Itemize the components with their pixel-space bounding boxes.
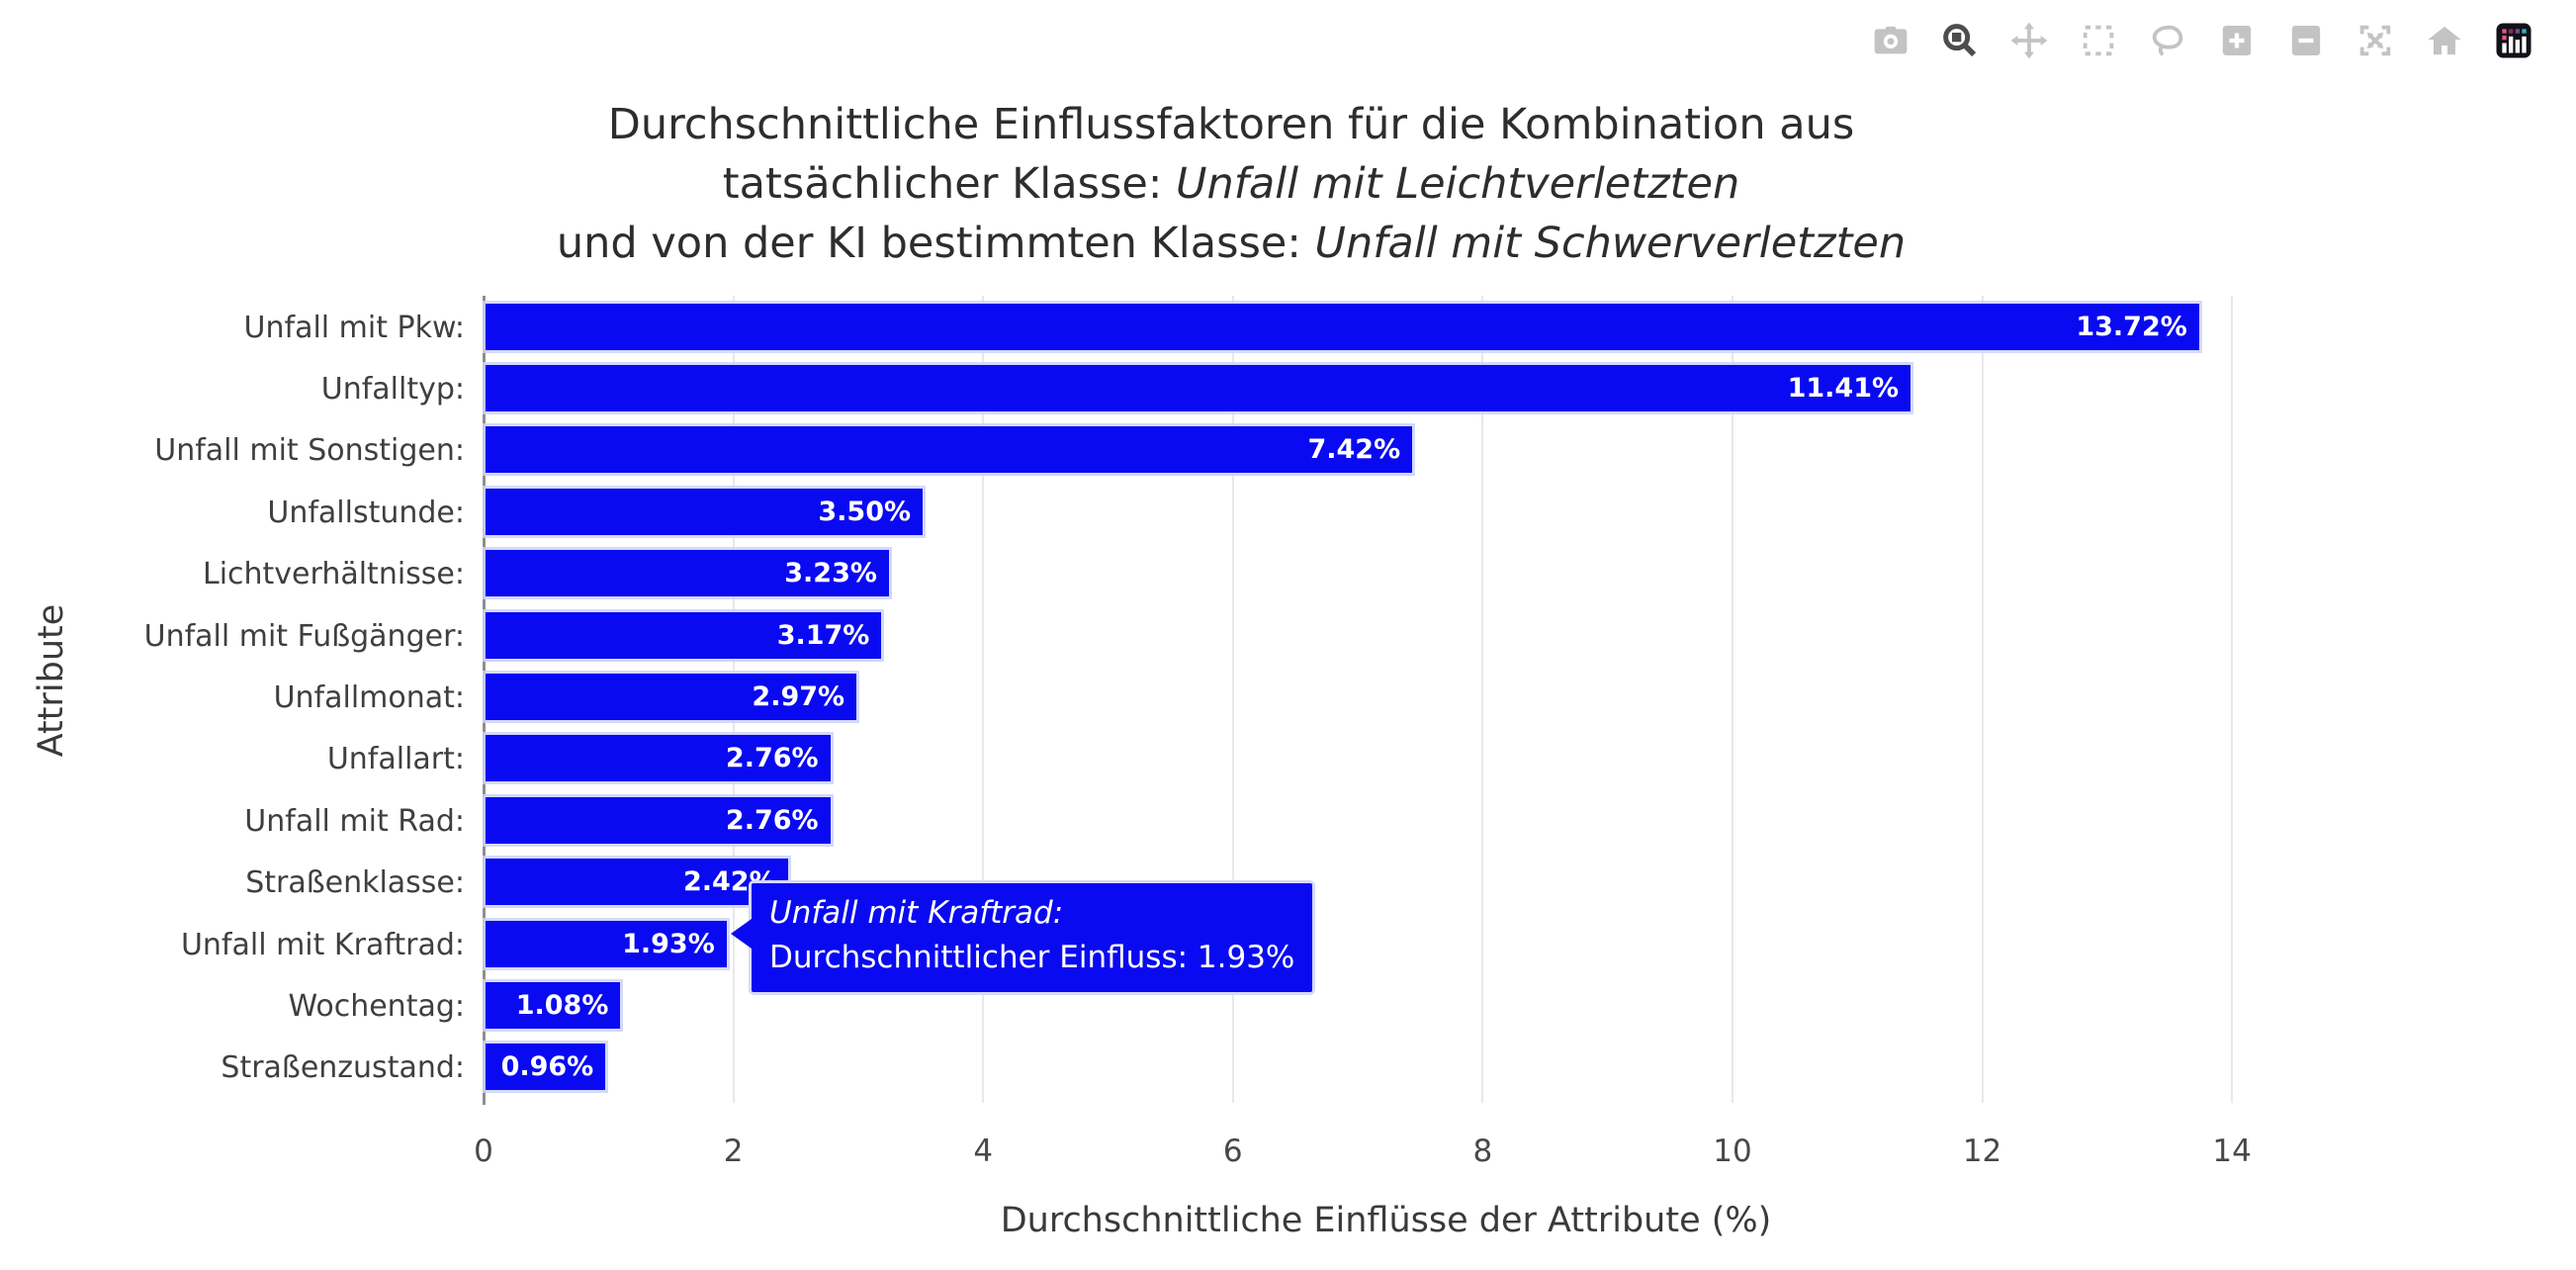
x-tick-label: 10 [1713, 1134, 1752, 1169]
bar-4[interactable]: 3.50% [486, 488, 924, 535]
y-tick-label: Lichtverhältnisse: [202, 557, 465, 592]
bar-value-label: 13.72% [2076, 311, 2187, 342]
home-icon [2428, 26, 2461, 55]
y-axis-line [483, 296, 486, 1105]
y-tick-label: Unfallmonat: [273, 680, 465, 715]
pan-button[interactable] [2006, 18, 2052, 63]
y-tick-label: Straßenklasse: [245, 865, 465, 901]
bar-2[interactable]: 11.41% [486, 364, 1911, 411]
hover-tooltip: Unfall mit Kraftrad: Durchschnittlicher … [731, 880, 1316, 995]
x-tick-label: 8 [1472, 1134, 1493, 1169]
zoom-in-button[interactable] [2214, 18, 2260, 63]
x-tick-label: 14 [2212, 1134, 2252, 1169]
lasso-select-button[interactable] [2145, 18, 2190, 63]
bar-5[interactable]: 3.23% [486, 550, 889, 597]
bar-value-label: 7.42% [1307, 434, 1401, 466]
bar-7[interactable]: 2.97% [486, 673, 857, 720]
camera-icon [1874, 26, 1908, 54]
gridline [1981, 296, 1984, 1103]
chart-title-line1: Durchschnittliche Einflussfaktoren für d… [607, 100, 1855, 149]
bar-value-label: 2.97% [752, 680, 845, 712]
bar-value-label: 2.76% [725, 743, 819, 774]
box-select-button[interactable] [2076, 18, 2121, 63]
bar-10[interactable]: 2.42% [486, 859, 788, 906]
chart-title-line2: tatsächlicher Klasse: Unfall mit Leichtv… [722, 159, 1740, 209]
tooltip-caret-icon [731, 919, 752, 949]
gridline [2231, 296, 2234, 1103]
x-tick-label: 2 [723, 1134, 744, 1169]
zoom-button[interactable] [1937, 18, 1983, 63]
x-tick-label: 0 [474, 1134, 493, 1169]
dashed-box-icon [2083, 25, 2114, 56]
plotly-logo-button[interactable] [2491, 18, 2536, 63]
x-tick-label: 12 [1962, 1134, 2002, 1169]
y-tick-label: Unfallstunde: [267, 495, 465, 530]
x-tick-label: 6 [1222, 1134, 1243, 1169]
bar-value-label: 3.23% [784, 558, 877, 590]
plotly-logo-icon [2496, 23, 2532, 58]
modebar [1868, 18, 2536, 63]
bar-12[interactable]: 1.08% [486, 981, 621, 1029]
plus-icon [2222, 26, 2252, 55]
bar-11[interactable]: 1.93% [486, 920, 727, 967]
tooltip-title: Unfall mit Kraftrad: [769, 895, 1064, 931]
y-tick-label: Unfallart: [326, 742, 465, 777]
bar-value-label: 1.08% [515, 989, 609, 1021]
y-tick-label: Unfall mit Kraftrad: [180, 927, 465, 962]
bar-13[interactable]: 0.96% [486, 1043, 606, 1091]
y-tick-label: Unfall mit Rad: [244, 803, 465, 839]
y-tick-label: Unfall mit Fußgänger: [143, 618, 465, 654]
x-axis-title: Durchschnittliche Einflüsse der Attribut… [1000, 1201, 1772, 1240]
bar-9[interactable]: 2.76% [486, 796, 831, 844]
tooltip-value: Durchschnittlicher Einfluss: 1.93% [769, 940, 1295, 975]
gridline [982, 296, 985, 1103]
chart-title: Durchschnittliche Einflussfaktoren für d… [0, 95, 2462, 273]
bar-3[interactable]: 7.42% [486, 426, 1413, 474]
pan-arrows-icon [2010, 22, 2048, 59]
y-tick-label: Wochentag: [288, 988, 465, 1024]
download-png-button[interactable] [1868, 18, 1913, 63]
gridline [1231, 296, 1234, 1103]
bar-value-label: 3.17% [776, 619, 870, 651]
chart-title-line3: und von der KI bestimmten Klasse: Unfall… [556, 219, 1907, 268]
bar-value-label: 1.93% [622, 928, 715, 959]
bar-value-label: 0.96% [500, 1051, 594, 1083]
y-tick-label: Unfall mit Sonstigen: [154, 433, 465, 469]
gridline [1481, 296, 1484, 1103]
autoscale-icon [2359, 25, 2391, 56]
y-tick-label: Unfalltyp: [320, 371, 465, 407]
lasso-icon [2152, 25, 2183, 56]
bar-1[interactable]: 13.72% [486, 303, 2199, 350]
y-tick-label: Unfall mit Pkw: [243, 310, 465, 345]
bar-8[interactable]: 2.76% [486, 735, 831, 782]
autoscale-button[interactable] [2353, 18, 2398, 63]
minus-icon [2291, 26, 2321, 55]
bar-value-label: 2.76% [725, 804, 819, 836]
bar-6[interactable]: 3.17% [486, 611, 882, 659]
magnifier-icon [1943, 24, 1977, 57]
x-tick-label: 4 [973, 1134, 994, 1169]
reset-axes-button[interactable] [2422, 18, 2467, 63]
y-tick-label: Straßenzustand: [221, 1050, 465, 1086]
bar-value-label: 3.50% [818, 496, 912, 527]
bar-value-label: 11.41% [1787, 372, 1900, 404]
gridline [1731, 296, 1733, 1103]
zoom-out-button[interactable] [2283, 18, 2329, 63]
